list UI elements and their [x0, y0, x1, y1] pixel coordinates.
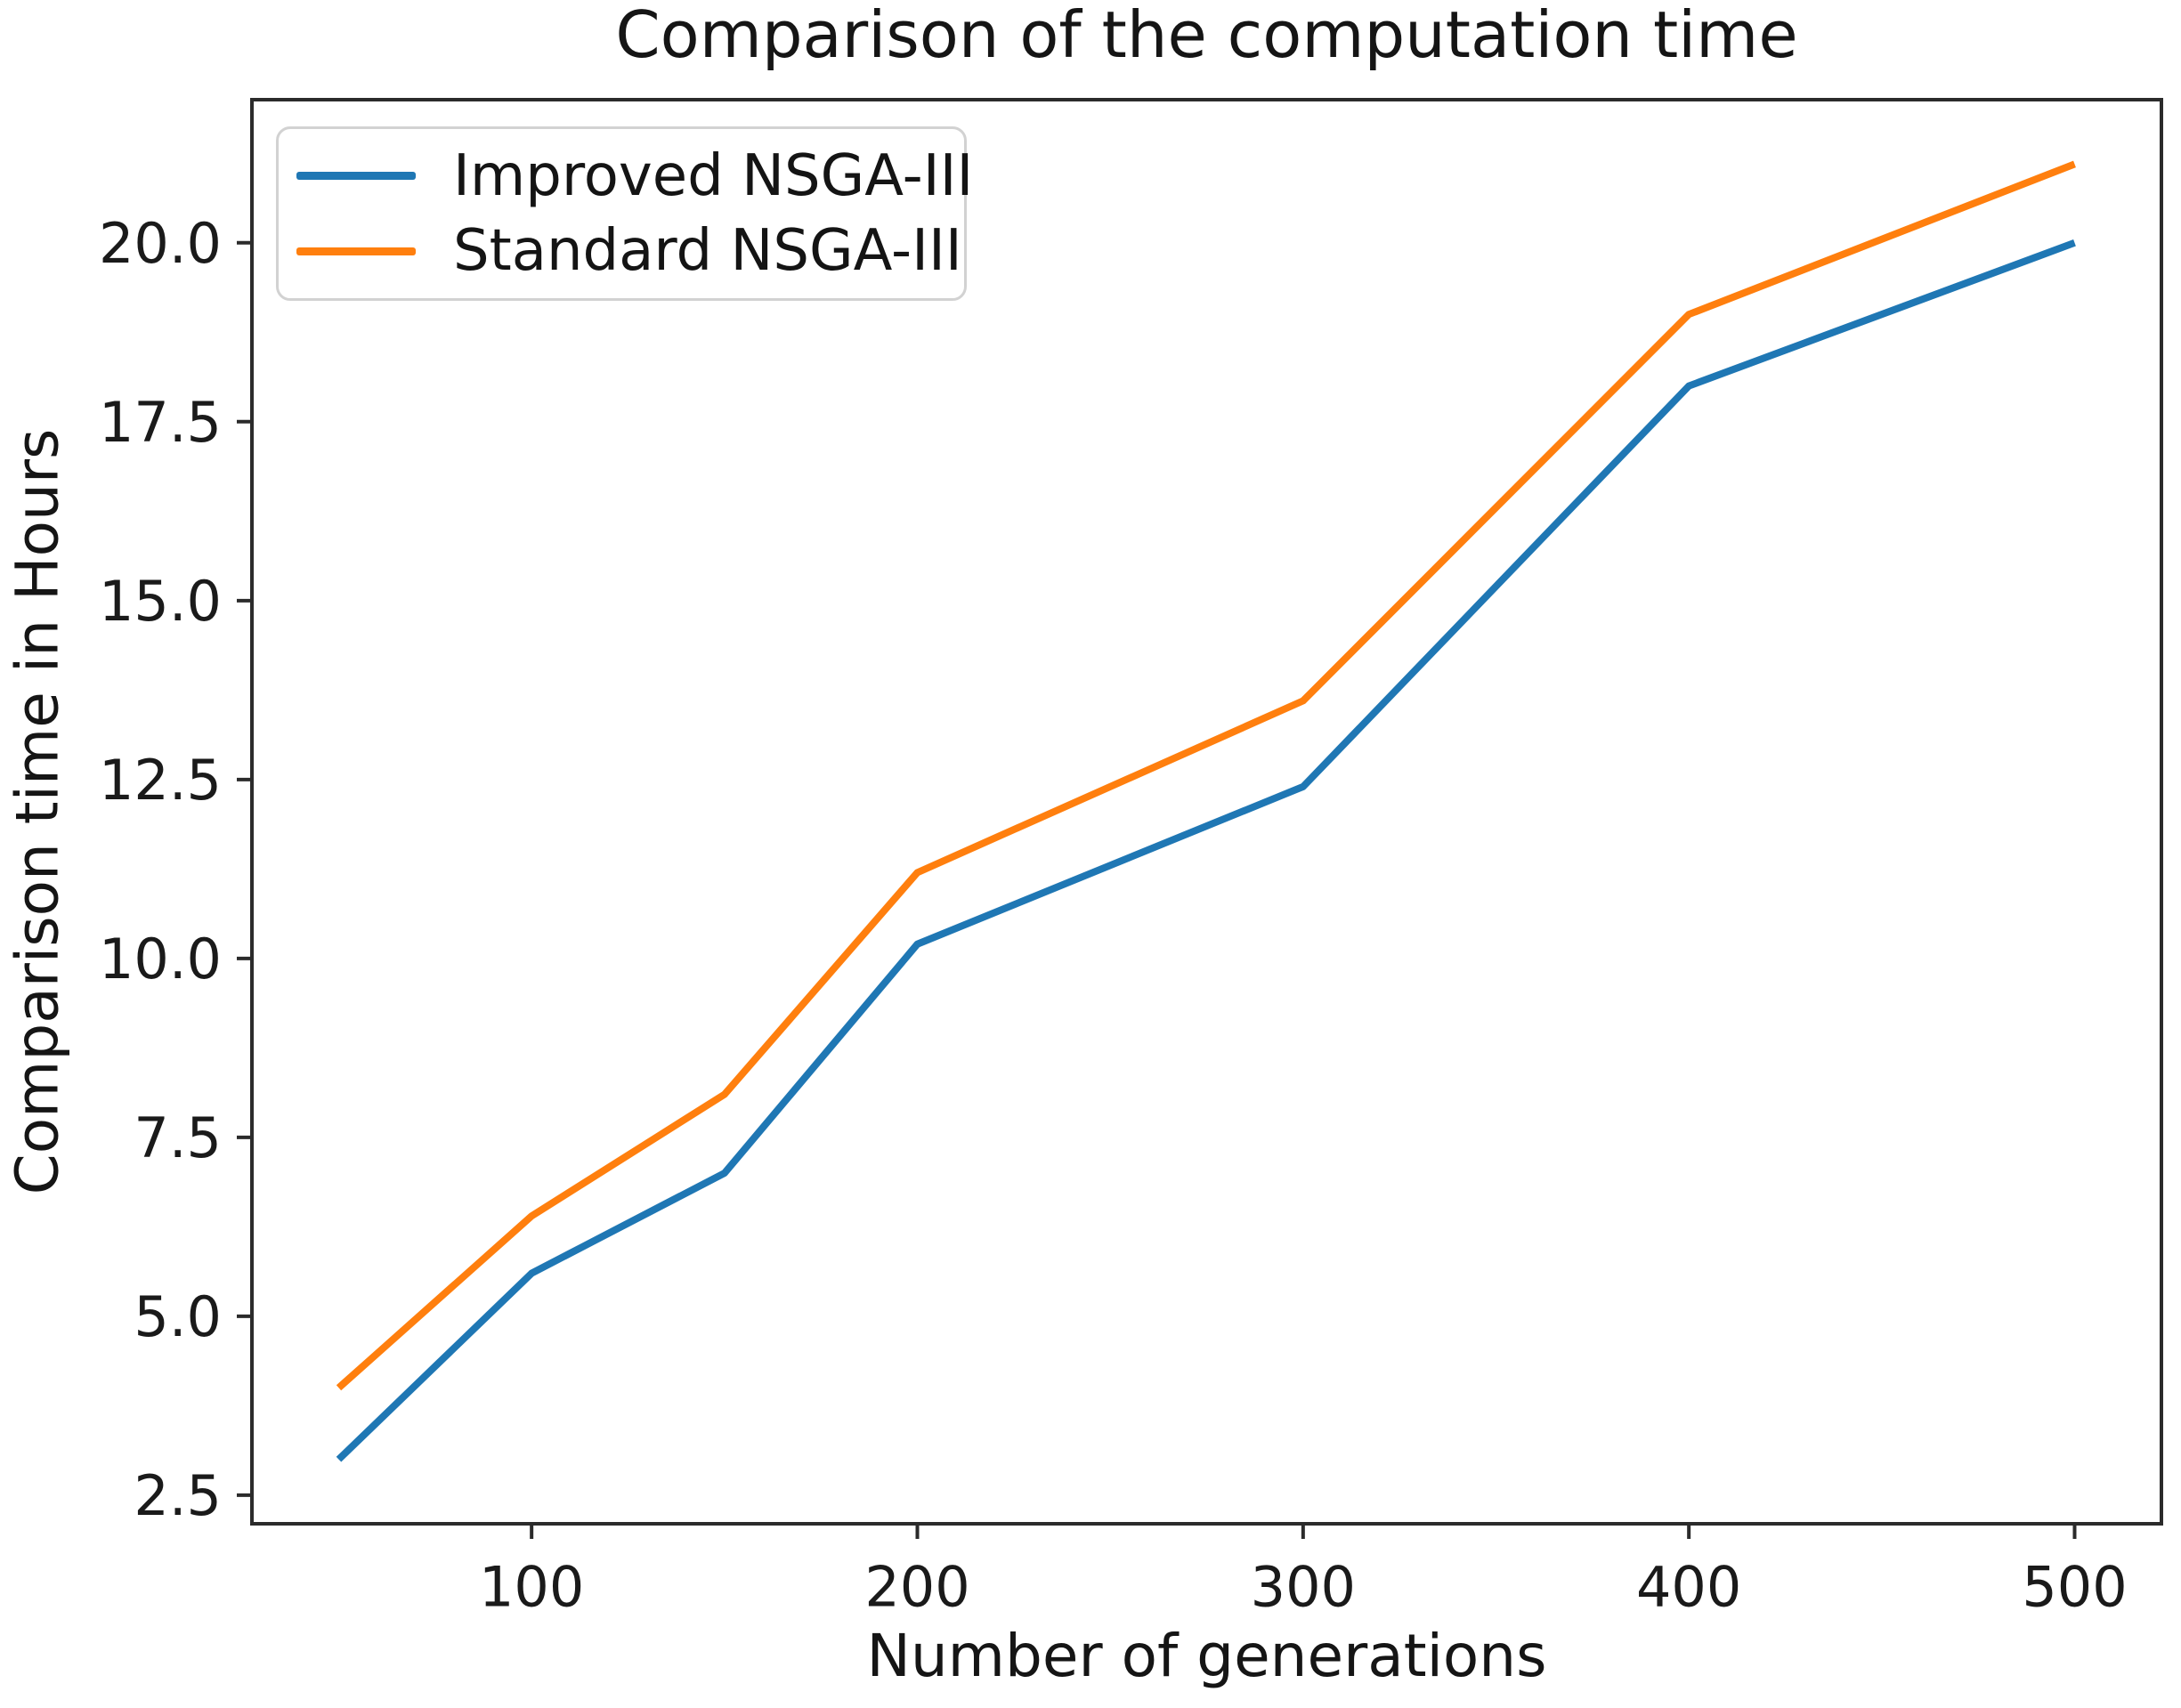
x-tick-label: 200 [864, 1554, 969, 1619]
legend: Improved NSGA-III Standard NSGA-III [276, 126, 973, 301]
x-axis-label: Number of generations [866, 1622, 1547, 1690]
x-tick-label: 300 [1251, 1554, 1356, 1619]
y-axis-label: Comparison time in Hours [3, 428, 72, 1195]
y-tick-label: 15.0 [99, 569, 222, 634]
legend-line-swatch-standard [296, 247, 416, 255]
y-tick-label: 7.5 [134, 1105, 222, 1170]
legend-line-swatch-improved [296, 172, 416, 181]
x-tick-label: 400 [1636, 1554, 1741, 1619]
y-tick-label: 5.0 [134, 1284, 222, 1349]
x-tick-label: 100 [479, 1554, 584, 1619]
legend-item-improved-nsga-iii: Improved NSGA-III [296, 148, 973, 205]
series-line-standard-nsga-iii [336, 160, 2076, 1391]
y-tick-label: 17.5 [99, 390, 222, 455]
y-tick-label: 10.0 [99, 927, 222, 992]
series-line-improved-nsga-iii [336, 239, 2076, 1462]
legend-label-improved: Improved NSGA-III [453, 142, 974, 209]
y-tick-label: 12.5 [99, 748, 222, 813]
x-tick-label: 500 [2022, 1554, 2127, 1619]
y-tick-label: 20.0 [99, 211, 222, 276]
chart-title: Comparison of the computation time [615, 0, 1798, 72]
legend-item-standard-nsga-iii: Standard NSGA-III [296, 223, 964, 279]
y-tick-label: 2.5 [134, 1463, 222, 1528]
legend-label-standard: Standard NSGA-III [453, 218, 962, 285]
axes-frame [250, 98, 2163, 1526]
